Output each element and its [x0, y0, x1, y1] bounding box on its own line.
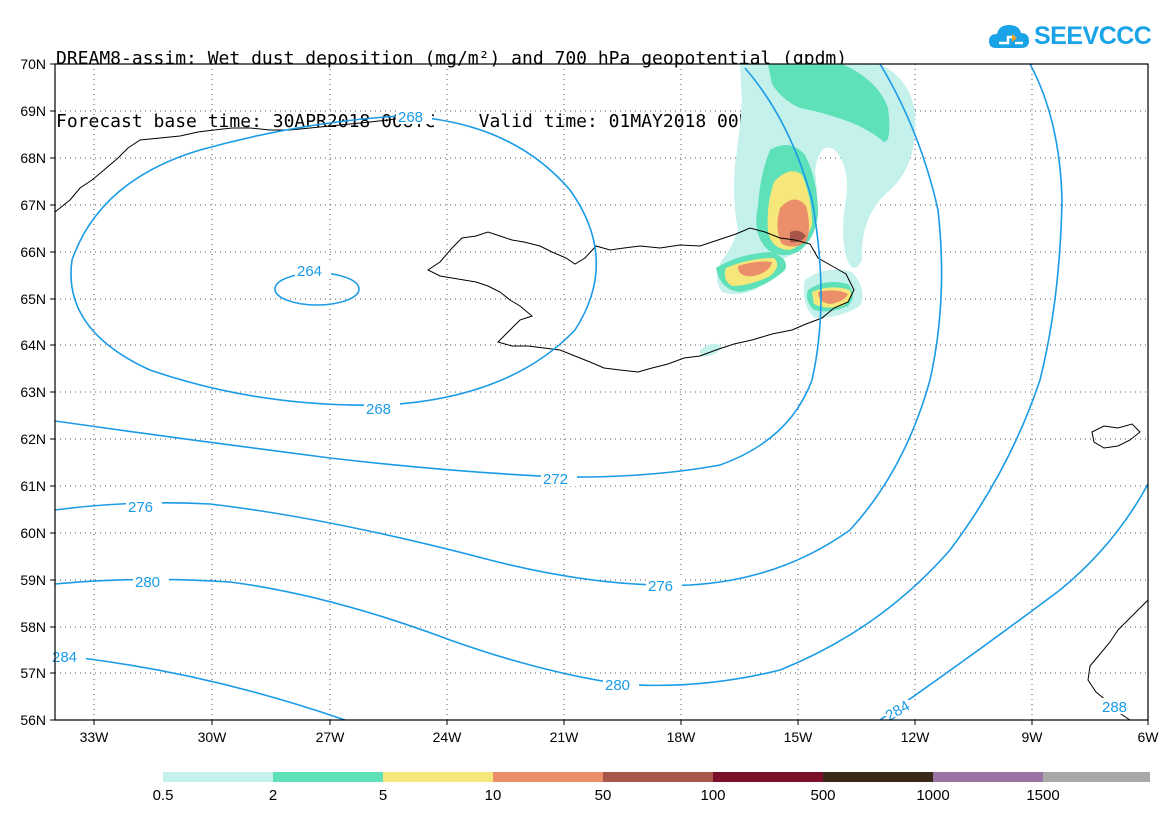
lat-label: 63N [20, 384, 46, 400]
contour-label-284-west: 284 [52, 649, 77, 666]
iceland-coastline [427, 227, 855, 373]
deposition-0.5-area-south [700, 343, 722, 357]
cloud-icon [989, 25, 1029, 48]
lat-label: 62N [20, 431, 46, 447]
contour-label-268-bottom: 268 [366, 401, 391, 418]
legend-label: 5 [379, 787, 387, 804]
geopotential-contours [55, 64, 1148, 720]
lat-label: 69N [20, 103, 46, 119]
contour-label-288: 288 [1102, 699, 1127, 716]
legend-label: 1500 [1026, 787, 1059, 804]
lat-label: 57N [20, 665, 46, 681]
faroe-islands-coastline [1091, 423, 1141, 449]
coastlines [55, 117, 1148, 720]
lon-label: 18W [667, 729, 697, 745]
legend-label: 2 [269, 787, 277, 804]
lat-label: 68N [20, 150, 46, 166]
color-legend: 0.5 2 5 10 50 100 500 1000 1500 [153, 772, 1150, 804]
lat-labels: 70N 69N 68N 67N 66N 65N 64N 63N 62N 61N … [20, 56, 46, 728]
lon-label: 12W [901, 729, 931, 745]
lat-label: 56N [20, 712, 46, 728]
seevccc-logo: SEEVCCC [988, 16, 1152, 56]
lat-label: 70N [20, 56, 46, 72]
legend-label: 0.5 [153, 787, 174, 804]
legend-swatch [383, 772, 493, 782]
contour-label-280-west: 280 [135, 574, 160, 591]
lat-label: 64N [20, 337, 46, 353]
lat-label: 65N [20, 291, 46, 307]
deposition-2-area [768, 64, 890, 142]
legend-swatch [713, 772, 823, 782]
contour-280 [55, 654, 346, 720]
legend-swatch [273, 772, 383, 782]
contour-label-272: 272 [543, 471, 568, 488]
greenland-coastline [55, 117, 403, 213]
legend-label: 500 [810, 787, 835, 804]
lat-gridlines [55, 110, 1148, 674]
deposition-10-area-west [738, 261, 772, 277]
axis-ticks [50, 63, 1149, 725]
dust-deposition-field [700, 64, 916, 357]
contour-268-closed [70, 115, 598, 407]
lat-label: 66N [20, 244, 46, 260]
lon-labels: 33W 30W 27W 24W 21W 18W 15W 12W 9W 6W [80, 729, 1160, 745]
lon-label: 15W [784, 729, 814, 745]
legend-label: 100 [700, 787, 725, 804]
contour-272 [55, 64, 943, 587]
legend-swatch [823, 772, 933, 782]
legend-swatch [933, 772, 1043, 782]
lon-label: 27W [316, 729, 346, 745]
contour-label-280-east: 280 [605, 677, 630, 694]
contour-labels: 268 264 268 272 276 276 280 280 284 284 … [52, 108, 1138, 725]
lon-label: 30W [198, 729, 228, 745]
lon-label: 21W [550, 729, 580, 745]
legend-swatch [163, 772, 273, 782]
map-frame [54, 63, 1149, 721]
lon-label: 33W [80, 729, 110, 745]
lon-label: 24W [433, 729, 463, 745]
contour-label-276-east: 276 [648, 578, 673, 595]
contour-276 [55, 64, 1063, 687]
logo-text: SEEVCCC [1034, 21, 1152, 50]
legend-swatch [1043, 772, 1150, 782]
contour-268-east [55, 67, 822, 478]
legend-label: 10 [485, 787, 502, 804]
lat-label: 60N [20, 525, 46, 541]
legend-label: 50 [595, 787, 612, 804]
contour-284 [879, 483, 1148, 720]
legend-swatch [493, 772, 603, 782]
deposition-10-area-east [818, 290, 848, 304]
lat-label: 58N [20, 619, 46, 635]
lat-label: 67N [20, 197, 46, 213]
legend-swatch [603, 772, 713, 782]
contour-label-268-top: 268 [398, 109, 423, 126]
lat-label: 59N [20, 572, 46, 588]
lon-label: 9W [1022, 729, 1044, 745]
contour-label-264: 264 [297, 263, 322, 280]
contour-label-276-west: 276 [128, 499, 153, 516]
legend-label: 1000 [916, 787, 949, 804]
lat-label: 61N [20, 478, 46, 494]
lon-label: 6W [1138, 729, 1160, 745]
